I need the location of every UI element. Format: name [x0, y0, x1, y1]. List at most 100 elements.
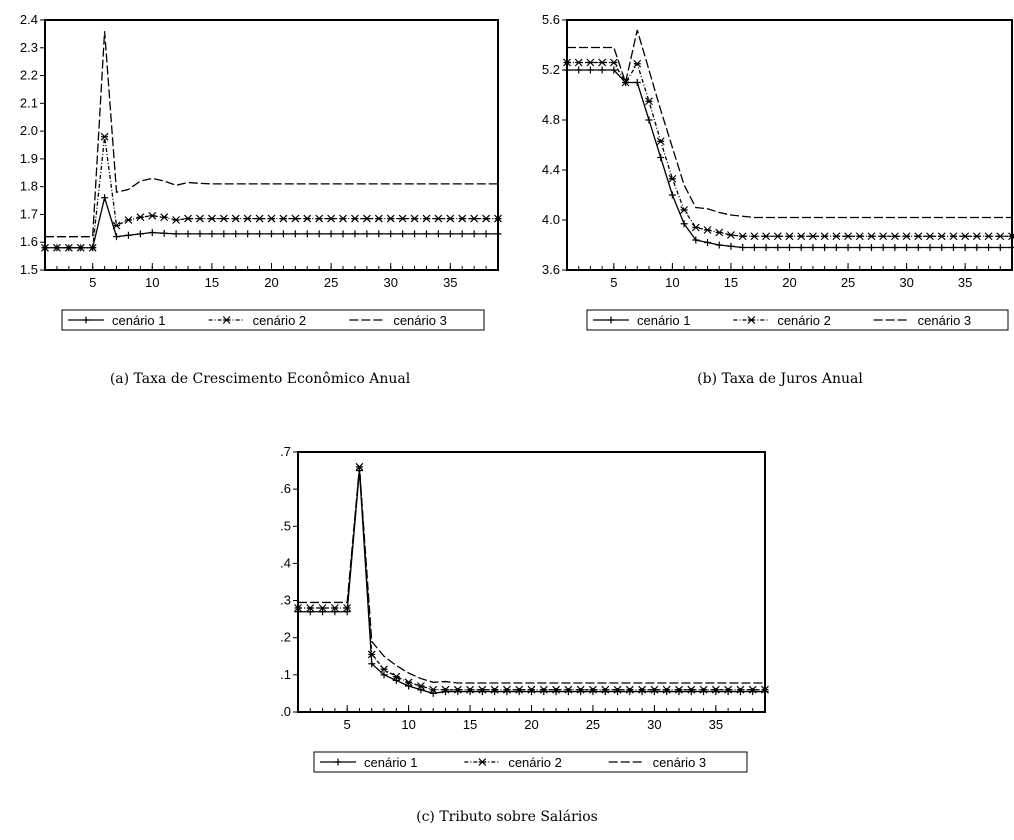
series-marker	[185, 230, 192, 237]
series-marker	[173, 230, 180, 237]
y-tick-label: 2.1	[20, 95, 38, 110]
y-tick-label: 5.6	[542, 12, 560, 27]
x-tick-label: 15	[205, 275, 219, 290]
series-marker	[363, 230, 370, 237]
series-marker	[856, 244, 863, 251]
series-marker	[173, 217, 180, 224]
x-tick-label: 10	[401, 717, 415, 732]
series-marker	[704, 227, 711, 234]
y-tick-label: 3.6	[542, 262, 560, 277]
series-marker	[763, 233, 770, 240]
y-tick-label: 2.2	[20, 68, 38, 83]
y-tick-label: 1.6	[20, 234, 38, 249]
series-marker	[161, 214, 168, 221]
series-marker	[340, 230, 347, 237]
series-marker	[125, 232, 132, 239]
series-marker	[125, 217, 132, 224]
series-marker	[821, 244, 828, 251]
series-marker	[399, 215, 406, 222]
legend-label: cenário 1	[637, 313, 690, 328]
series-marker	[927, 233, 934, 240]
series-marker	[137, 214, 144, 221]
series-marker	[430, 690, 437, 697]
series-marker	[256, 230, 263, 237]
series-marker	[328, 215, 335, 222]
series-marker	[435, 215, 442, 222]
series-marker	[232, 215, 239, 222]
y-tick-label: .5	[280, 518, 291, 533]
series-marker	[423, 230, 430, 237]
x-tick-label: 30	[899, 275, 913, 290]
series-marker	[447, 230, 454, 237]
series-marker	[575, 67, 582, 74]
series-marker	[113, 233, 120, 240]
y-tick-label: 4.4	[542, 162, 560, 177]
series-marker	[161, 230, 168, 237]
series-marker	[716, 242, 723, 249]
series-marker	[833, 233, 840, 240]
series-marker	[915, 244, 922, 251]
series-marker	[962, 233, 969, 240]
series-marker	[280, 230, 287, 237]
x-tick-label: 15	[463, 717, 477, 732]
series-marker	[375, 215, 382, 222]
series-marker	[399, 230, 406, 237]
x-tick-label: 10	[665, 275, 679, 290]
series-marker	[669, 192, 676, 199]
series-marker	[149, 229, 156, 236]
plot-frame	[567, 20, 1012, 270]
series-marker	[268, 230, 275, 237]
x-tick-label: 5	[344, 717, 351, 732]
series-marker	[575, 59, 582, 66]
series-marker	[669, 175, 676, 182]
series-marker	[331, 608, 338, 615]
series-marker	[447, 215, 454, 222]
series-marker	[657, 138, 664, 145]
series-line	[567, 70, 1012, 248]
legend-label: cenário 1	[112, 313, 165, 328]
x-tick-label: 5	[89, 275, 96, 290]
y-tick-label: .6	[280, 481, 291, 496]
series-line	[298, 467, 765, 690]
series-marker	[351, 215, 358, 222]
series-marker	[375, 230, 382, 237]
series-marker	[220, 230, 227, 237]
x-tick-label: 20	[782, 275, 796, 290]
series-marker	[634, 79, 641, 86]
series-marker	[657, 154, 664, 161]
series-marker	[220, 215, 227, 222]
series-marker	[973, 244, 980, 251]
legend-label: cenário 2	[777, 313, 830, 328]
caption: (c) Tributo sobre Salários	[416, 809, 598, 825]
series-marker	[244, 215, 251, 222]
x-tick-label: 35	[443, 275, 457, 290]
series-marker	[985, 244, 992, 251]
series-marker	[739, 233, 746, 240]
series-marker	[716, 229, 723, 236]
series-marker	[149, 212, 156, 219]
x-tick-label: 25	[324, 275, 338, 290]
x-tick-label: 35	[709, 717, 723, 732]
series-marker	[692, 224, 699, 231]
series-marker	[387, 215, 394, 222]
series-marker	[927, 244, 934, 251]
y-tick-label: 2.3	[20, 40, 38, 55]
series-marker	[809, 244, 816, 251]
series-marker	[208, 215, 215, 222]
series-marker	[244, 230, 251, 237]
series-marker	[739, 244, 746, 251]
caption: (b) Taxa de Juros Anual	[697, 371, 863, 387]
legend-label: cenário 2	[253, 313, 306, 328]
series-marker	[316, 230, 323, 237]
series-marker	[798, 244, 805, 251]
series-marker	[304, 230, 311, 237]
x-tick-label: 20	[524, 717, 538, 732]
series-marker	[962, 244, 969, 251]
legend-label: cenário 3	[918, 313, 971, 328]
legend-label: cenário 2	[508, 755, 561, 770]
series-marker	[340, 215, 347, 222]
series-marker	[483, 215, 490, 222]
x-tick-label: 25	[841, 275, 855, 290]
series-marker	[387, 230, 394, 237]
